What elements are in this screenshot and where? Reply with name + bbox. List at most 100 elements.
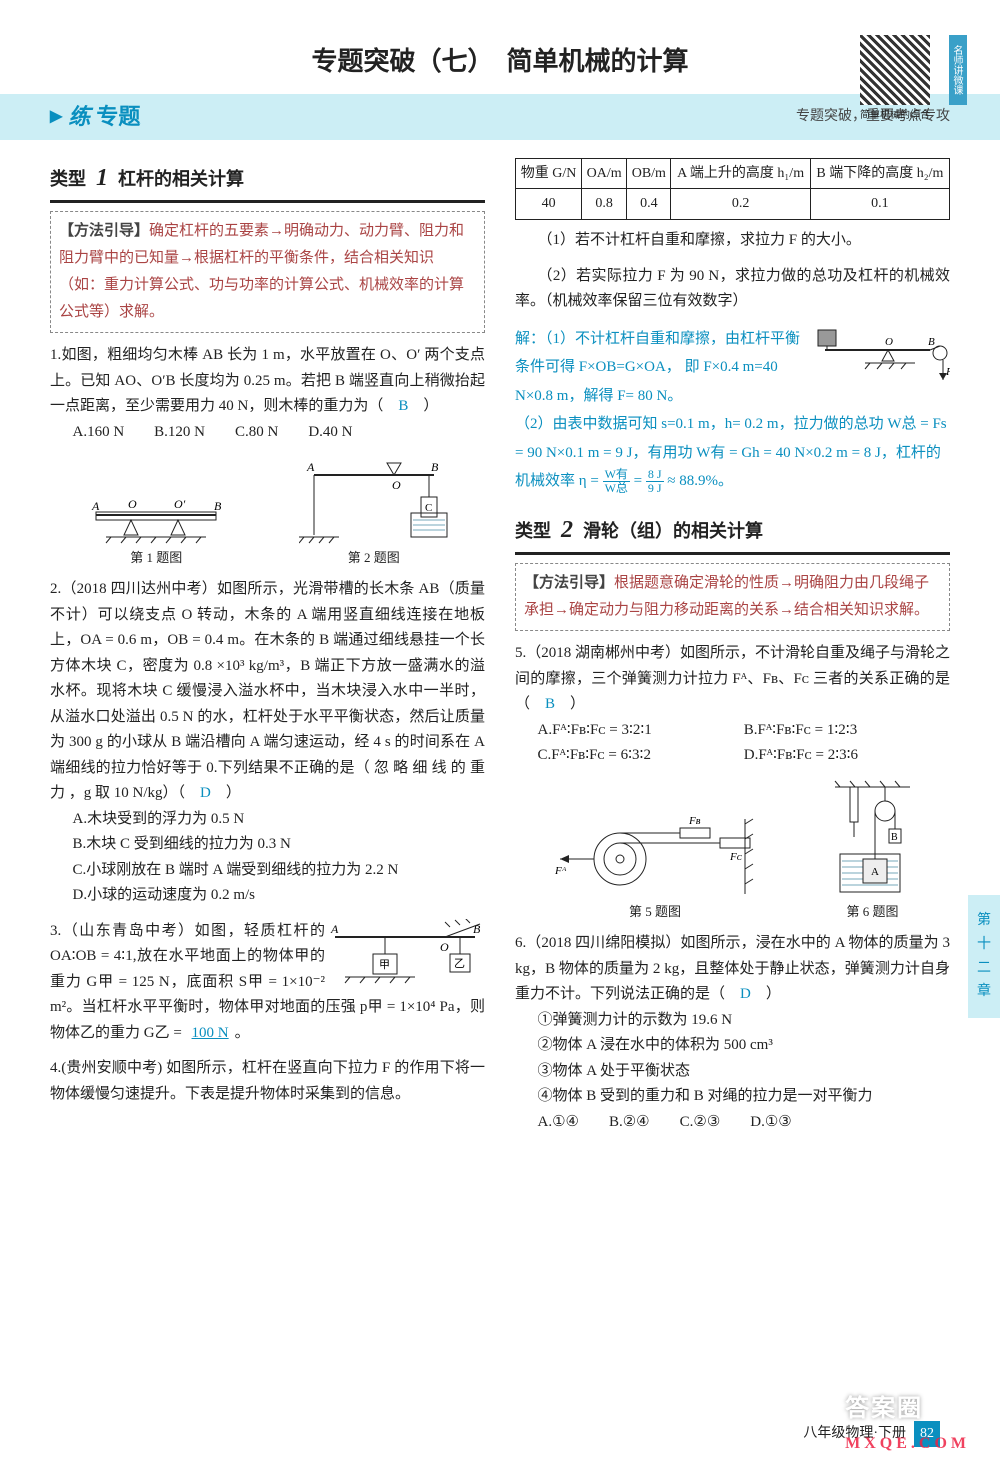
q5-opt-a: A.Fᴬ∶Fʙ∶Fᴄ = 3∶2∶1 <box>538 718 744 744</box>
q4-part2: （2）若实际拉力 F 为 90 N，求拉力做的总功及杠杆的机械效率。（机械效率保… <box>515 264 950 315</box>
svg-text:A: A <box>871 866 879 878</box>
q5-after: ） <box>555 696 585 712</box>
th-2: OA/m <box>582 158 627 189</box>
method-box-2: 【方法引导】根据题意确定滑轮的性质→明确阻力由几段绳子承担→确定动力与阻力移动距… <box>515 563 950 631</box>
q2-text: 2.（2018 四川达州中考）如图所示，光滑带槽的长木条 AB（质量不计）可以绕… <box>50 581 485 801</box>
frac-d1: W总 <box>603 482 630 495</box>
q1-options: A.160 N B.120 N C.80 N D.40 N <box>73 420 486 446</box>
svg-text:A: A <box>306 460 315 474</box>
th-4: A 端上升的高度 h₁/m <box>671 158 810 189</box>
figure-6: B A 第 6 题图 <box>825 779 920 923</box>
qr-block: 名师讲微课 简单机械的综合 <box>845 35 945 124</box>
frac-n1: W有 <box>603 468 630 482</box>
left-column: 类型 1 杠杆的相关计算 【方法引导】确定杠杆的五要素→明确动力、动力臂、阻力和… <box>50 158 485 1145</box>
q6-text: 6.（2018 四川绵阳模拟）如图所示，浸在水中的 A 物体的质量为 3 kg，… <box>515 935 950 1002</box>
figure-5: Fᴬ Fʙ Fᴄ 第 5 题图 <box>545 814 765 923</box>
q4-part1: （1）若不计杠杆自重和摩擦，求拉力 F 的大小。 <box>515 228 950 254</box>
td-5: 0.1 <box>810 189 949 220</box>
td-1: 40 <box>516 189 582 220</box>
question-1: 1.如图，粗细均匀木棒 AB 长为 1 m，水平放置在 O、O′ 两个支点上。已… <box>50 343 485 445</box>
q6-o1: ①弹簧测力计的示数为 19.6 N <box>538 1008 951 1034</box>
type2-header: 类型 2 滑轮（组）的相关计算 <box>515 510 950 556</box>
qr-code-icon <box>860 35 930 105</box>
svg-text:B: B <box>214 499 222 513</box>
chapter-side-tab: 第十二章 <box>968 895 1000 1018</box>
q1-after: ） <box>408 398 438 414</box>
right-column: 物重 G/N OA/m OB/m A 端上升的高度 h₁/m B 端下降的高度 … <box>515 158 950 1145</box>
svg-text:乙: 乙 <box>454 957 465 970</box>
figure-1: A B O O′ 第 1 题图 <box>86 490 226 569</box>
section-left-text: 专题 <box>96 98 140 135</box>
q2-opt-a: A.木块受到的浮力为 0.5 N <box>73 807 486 833</box>
question-2: 2.（2018 四川达州中考）如图所示，光滑带槽的长木条 AB（质量不计）可以绕… <box>50 577 485 909</box>
svg-text:O: O <box>885 336 893 348</box>
td-3: 0.4 <box>627 189 671 220</box>
q6-o3: ③物体 A 处于平衡状态 <box>538 1059 951 1085</box>
method-tag-2: 【方法引导】 <box>524 575 614 591</box>
svg-text:Fᴬ: Fᴬ <box>554 865 567 877</box>
fig1-caption: 第 1 题图 <box>130 550 182 565</box>
type2-num: 2 <box>561 510 573 551</box>
frac-n2: 8 J <box>646 468 664 482</box>
svg-text:F: F <box>945 366 950 378</box>
q5-opt-b: B.Fᴬ∶Fʙ∶Fᴄ = 1∶2∶3 <box>744 718 950 744</box>
sol4-l4b: ≈ 88.9%。 <box>667 473 733 489</box>
type2-label: 类型 <box>515 516 551 547</box>
q2-opt-d: D.小球的运动速度为 0.2 m/s <box>73 883 486 909</box>
q1-answer: B <box>398 398 408 414</box>
svg-text:O: O <box>128 497 137 511</box>
q4-text: 4.(贵州安顺中考) 如图所示，杠杆在竖直向下拉力 F 的作用下将一物体缓慢匀速… <box>50 1060 485 1102</box>
type1-title: 杠杆的相关计算 <box>118 164 244 195</box>
svg-text:B: B <box>891 832 898 843</box>
q2-answer: D <box>200 785 211 801</box>
question-6: 6.（2018 四川绵阳模拟）如图所示，浸在水中的 A 物体的质量为 3 kg，… <box>515 931 950 1135</box>
type1-num: 1 <box>96 158 108 199</box>
q6-o2: ②物体 A 浸在水中的体积为 500 cm³ <box>538 1033 951 1059</box>
section-symbol: 练 <box>68 98 90 135</box>
sol4-eq: = <box>634 473 646 489</box>
q2-opt-b: B.木块 C 受到细线的拉力为 0.3 N <box>73 832 486 858</box>
qr-caption: 简单机械的综合 <box>845 107 945 124</box>
td-4: 0.2 <box>671 189 810 220</box>
data-table: 物重 G/N OA/m OB/m A 端上升的高度 h₁/m B 端下降的高度 … <box>515 158 950 221</box>
svg-text:A: A <box>91 499 100 513</box>
q2-after: ） <box>211 785 241 801</box>
q6-opts: A.①④ B.②④ C.②③ D.①③ <box>538 1110 951 1136</box>
watermark-top: 答案圈 <box>845 1389 970 1430</box>
th-5: B 端下降的高度 h₂/m <box>810 158 949 189</box>
watermark: 答案圈 MXQE.COM <box>845 1389 970 1457</box>
q6-after: ） <box>751 986 781 1002</box>
question-4: 4.(贵州安顺中考) 如图所示，杠杆在竖直向下拉力 F 的作用下将一物体缓慢匀速… <box>50 1056 485 1107</box>
fig5-caption: 第 5 题图 <box>629 904 681 919</box>
td-2: 0.8 <box>582 189 627 220</box>
th-3: OB/m <box>627 158 671 189</box>
frac-d2: 9 J <box>646 482 664 495</box>
q6-o4: ④物体 B 受到的重力和 B 对绳的拉力是一对平衡力 <box>538 1084 951 1110</box>
svg-text:O: O <box>392 478 401 492</box>
qr-side-label: 名师讲微课 <box>949 35 967 105</box>
type1-header: 类型 1 杠杆的相关计算 <box>50 158 485 204</box>
question-3: A B O 甲 乙 3.（山东青岛中考）如图，轻质杠杆的 OA∶OB = 4∶1… <box>50 919 485 1047</box>
watermark-bottom: MXQE.COM <box>845 1430 970 1457</box>
solution-4: A B O F 解：（1）不计杠杆自重和摩擦，由杠杆平衡条件可得 F×OB=G×… <box>515 325 950 496</box>
question-5: 5.（2018 湖南郴州中考）如图所示，不计滑轮自重及绳子与滑轮之间的摩擦，三个… <box>515 641 950 769</box>
q2-opt-c: C.小球刚放在 B 端时 A 端受到细线的拉力为 2.2 N <box>73 858 486 884</box>
svg-text:B: B <box>928 336 935 348</box>
svg-text:甲: 甲 <box>379 959 390 971</box>
svg-text:B: B <box>431 460 439 474</box>
figure-3: A B O 甲 乙 <box>325 919 485 989</box>
svg-text:C: C <box>425 502 432 514</box>
svg-text:Fʙ: Fʙ <box>688 815 701 827</box>
svg-text:O: O <box>440 940 449 954</box>
fig6-caption: 第 6 题图 <box>846 904 898 919</box>
q3-after: 。 <box>235 1025 250 1041</box>
figure-2: A B O C 第 2 题图 <box>299 455 449 569</box>
q5-opt-d: D.Fᴬ∶Fʙ∶Fᴄ = 2∶3∶6 <box>744 743 950 769</box>
method-box-1: 【方法引导】确定杠杆的五要素→明确动力、动力臂、阻力和阻力臂中的已知量→根据杠杆… <box>50 211 485 333</box>
q3-answer: 100 N <box>186 1025 235 1041</box>
fig2-caption: 第 2 题图 <box>348 550 400 565</box>
method-tag-1: 【方法引导】 <box>59 223 149 239</box>
type2-title: 滑轮（组）的相关计算 <box>583 516 763 547</box>
svg-text:Fᴄ: Fᴄ <box>729 851 743 863</box>
svg-text:O′: O′ <box>174 497 186 511</box>
